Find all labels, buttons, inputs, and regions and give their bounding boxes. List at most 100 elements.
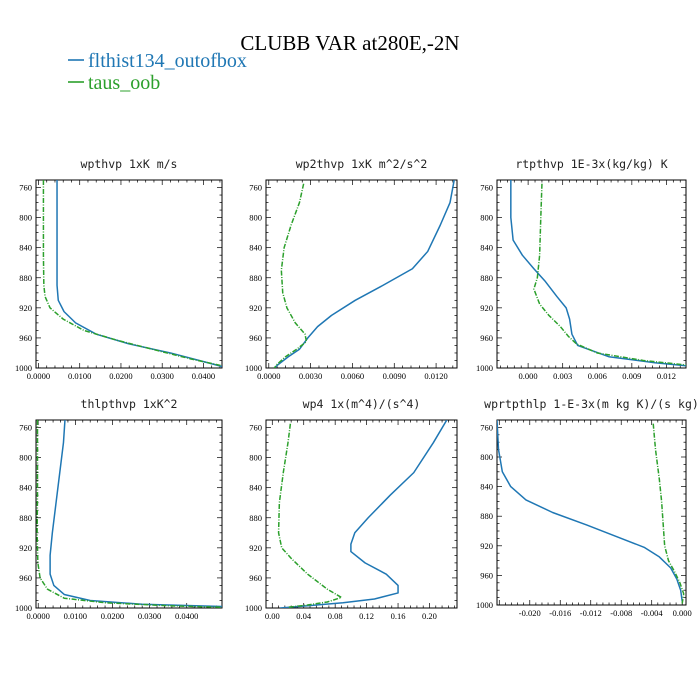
x-tick-label: 0.0090 bbox=[383, 371, 406, 381]
panel-5: wp4 1x(m^4)/(s^4)76080084088092096010000… bbox=[245, 397, 458, 621]
series-group bbox=[273, 180, 455, 368]
x-tick-label: 0.0200 bbox=[109, 371, 132, 381]
x-tick-label: 0.000 bbox=[519, 371, 538, 381]
x-tick-label: -0.008 bbox=[610, 608, 632, 618]
plot-frame bbox=[35, 419, 223, 609]
series-line-taus_oob bbox=[652, 423, 685, 604]
y-tick-label: 800 bbox=[19, 213, 32, 223]
y-tick-label: 800 bbox=[19, 453, 32, 463]
panel-3: rtpthvp 1E-3x(kg/kg) K 760 800 840 880 920 960… bbox=[476, 157, 687, 381]
x-tick-label: 0.009 bbox=[622, 371, 641, 381]
y-tick-label: 1000 bbox=[476, 363, 493, 373]
y-tick-label: 960 bbox=[249, 333, 262, 343]
y-tick-label: 760 bbox=[480, 422, 493, 432]
plot-frame bbox=[496, 179, 687, 369]
panel-title: thlpthvp 1xK^2 bbox=[81, 397, 178, 411]
y-tick-label: 840 bbox=[19, 483, 32, 493]
panel-2: wp2thvp 1xK m^2/s^2 760 800 840 880 920 960 100… bbox=[245, 157, 458, 381]
x-tick-label: 0.0300 bbox=[138, 611, 161, 621]
series-group bbox=[36, 420, 222, 608]
x-tick-label: 0.0120 bbox=[424, 371, 447, 381]
series-line-flthist134_outofbox bbox=[49, 420, 222, 608]
plot-frame bbox=[35, 179, 223, 369]
y-tick-label: 880 bbox=[480, 511, 493, 521]
series-line-taus_oob bbox=[42, 180, 222, 367]
y-tick-label: 840 bbox=[480, 243, 493, 253]
plot-frame bbox=[265, 419, 458, 609]
x-tick-label: 0.0100 bbox=[64, 611, 87, 621]
y-tick-label: 840 bbox=[249, 483, 262, 493]
y-tick-label: 920 bbox=[480, 303, 493, 313]
x-tick-label: 0.04 bbox=[296, 611, 312, 621]
x-tick-label: 0.08 bbox=[328, 611, 343, 621]
y-tick-label: 880 bbox=[19, 513, 32, 523]
series-line-taus_oob bbox=[277, 423, 343, 608]
plot-frame bbox=[265, 179, 458, 369]
x-tick-label: 0.0100 bbox=[68, 371, 91, 381]
series-group bbox=[497, 420, 685, 604]
y-tick-label: 800 bbox=[249, 213, 262, 223]
panel-title: wp2thvp 1xK m^2/s^2 bbox=[296, 157, 428, 171]
y-tick-label: 920 bbox=[19, 303, 32, 313]
x-tick-label: -0.020 bbox=[519, 608, 541, 618]
x-tick-label: 0.000 bbox=[673, 608, 692, 618]
y-tick-label: 960 bbox=[480, 570, 493, 580]
x-tick-label: 0.0200 bbox=[101, 611, 124, 621]
y-tick-label: 760 bbox=[480, 183, 493, 193]
y-tick-label: 880 bbox=[249, 273, 262, 283]
panel-title: wpthvp 1xK m/s bbox=[81, 157, 178, 171]
y-tick-label: 1000 bbox=[15, 603, 32, 613]
y-tick-label: 800 bbox=[480, 213, 493, 223]
panel-1: wpthvp 1xK m/s 760 800 840 880 920 960 10000.00… bbox=[15, 157, 223, 381]
series-line-taus_oob bbox=[273, 183, 308, 368]
series-line-flthist134_outofbox bbox=[497, 420, 683, 602]
x-tick-label: 0.0400 bbox=[192, 371, 215, 381]
figure-legend: flthist134_outofbox taus_oob bbox=[68, 50, 247, 94]
x-tick-label: 0.0400 bbox=[175, 611, 198, 621]
x-tick-label: 0.003 bbox=[553, 371, 572, 381]
x-tick-label: 0.00 bbox=[265, 611, 280, 621]
series-line-taus_oob bbox=[36, 420, 222, 608]
x-tick-label: 0.0000 bbox=[257, 371, 280, 381]
legend-label-2: taus_oob bbox=[88, 72, 160, 94]
y-tick-label: 760 bbox=[249, 423, 262, 433]
panel-title: wprtpthlp 1-E-3x(m kg K)/(s kg) bbox=[484, 397, 699, 411]
x-tick-label: 0.0000 bbox=[27, 371, 50, 381]
y-tick-label: 920 bbox=[19, 543, 32, 553]
plot-frame bbox=[496, 419, 687, 606]
x-tick-label: 0.0030 bbox=[299, 371, 322, 381]
y-tick-label: 800 bbox=[249, 453, 262, 463]
y-tick-label: 960 bbox=[19, 573, 32, 583]
x-tick-label: -0.004 bbox=[641, 608, 664, 618]
panel-title: rtpthvp 1E-3x(kg/kg) K bbox=[515, 157, 667, 171]
panels-grid: wpthvp 1xK m/s76080084088092096010000.00… bbox=[15, 157, 699, 621]
y-tick-label: 920 bbox=[249, 303, 262, 313]
x-tick-label: 0.16 bbox=[391, 611, 406, 621]
x-tick-label: 0.20 bbox=[422, 611, 437, 621]
series-line-taus_oob bbox=[533, 183, 686, 366]
y-tick-label: 920 bbox=[480, 541, 493, 551]
y-tick-label: 1000 bbox=[245, 603, 262, 613]
y-tick-label: 760 bbox=[249, 183, 262, 193]
x-tick-label: 0.012 bbox=[657, 371, 676, 381]
series-line-flthist134_outofbox bbox=[280, 420, 448, 608]
y-tick-label: 960 bbox=[249, 573, 262, 583]
y-tick-label: 880 bbox=[19, 273, 32, 283]
legend-label-1: flthist134_outofbox bbox=[88, 50, 247, 72]
y-tick-label: 1000 bbox=[245, 363, 262, 373]
series-line-flthist134_outofbox bbox=[510, 180, 686, 367]
x-tick-label: -0.012 bbox=[580, 608, 602, 618]
y-tick-label: 880 bbox=[249, 513, 262, 523]
x-tick-label: 0.0300 bbox=[151, 371, 174, 381]
x-tick-label: 0.0000 bbox=[27, 611, 50, 621]
x-tick-label: -0.016 bbox=[549, 608, 571, 618]
series-line-flthist134_outofbox bbox=[56, 180, 222, 368]
y-tick-label: 840 bbox=[19, 243, 32, 253]
y-tick-label: 840 bbox=[249, 243, 262, 253]
series-group bbox=[42, 180, 222, 368]
series-line-flthist134_outofbox bbox=[273, 180, 455, 368]
x-tick-label: 0.0060 bbox=[341, 371, 364, 381]
y-tick-label: 800 bbox=[480, 452, 493, 462]
y-tick-label: 920 bbox=[249, 543, 262, 553]
